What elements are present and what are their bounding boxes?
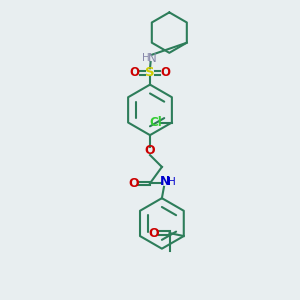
Text: H: H	[168, 177, 176, 187]
Text: O: O	[161, 66, 171, 79]
Text: N: N	[160, 175, 170, 188]
Text: O: O	[128, 177, 139, 190]
Text: S: S	[145, 66, 155, 79]
Text: O: O	[145, 144, 155, 157]
Text: O: O	[129, 66, 139, 79]
Text: H: H	[142, 53, 149, 64]
Text: Cl: Cl	[149, 116, 162, 129]
Text: N: N	[148, 52, 157, 65]
Text: O: O	[149, 226, 159, 240]
